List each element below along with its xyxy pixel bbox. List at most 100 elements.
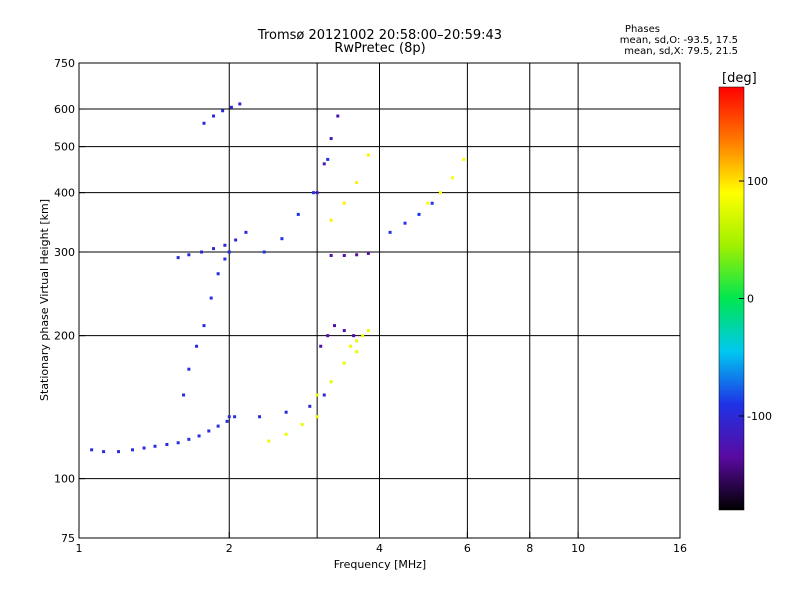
data-point	[426, 201, 430, 205]
data-point	[202, 324, 206, 328]
data-point	[355, 350, 359, 354]
phase-o-stats: mean, sd,O: -93.5, 17.5	[619, 35, 738, 46]
data-point	[417, 212, 421, 216]
data-point	[238, 102, 242, 106]
data-point	[311, 191, 315, 195]
data-point	[225, 419, 229, 423]
data-point	[262, 250, 266, 254]
data-point	[300, 423, 304, 427]
colorbar-tick-label: -100	[747, 410, 772, 423]
y-axis-ticks: 75 100 200 300 400 500 600 750	[54, 57, 85, 545]
data-point	[322, 162, 326, 166]
data-point	[142, 446, 146, 450]
data-point	[229, 105, 233, 109]
data-point	[326, 334, 330, 338]
data-point	[349, 344, 353, 348]
y-tick-label: 600	[54, 103, 75, 116]
data-point	[342, 253, 346, 257]
colorbar-label: [deg]	[722, 71, 757, 86]
data-point	[308, 404, 312, 408]
data-point	[326, 157, 330, 161]
data-point	[234, 238, 238, 242]
data-point	[182, 393, 186, 397]
data-point	[165, 443, 169, 447]
y-axis-label: Stationary phase Virtual Height [km]	[38, 199, 51, 401]
data-point	[366, 329, 370, 333]
data-point	[200, 250, 204, 254]
y-tick-label: 400	[54, 187, 75, 200]
data-point	[366, 153, 370, 157]
data-point	[450, 176, 454, 180]
data-point	[197, 434, 201, 438]
data-point	[322, 393, 326, 397]
data-point	[329, 380, 333, 384]
data-point	[187, 367, 191, 371]
data-point	[233, 415, 237, 419]
data-point	[221, 109, 225, 113]
data-point	[216, 424, 220, 428]
data-point	[462, 157, 466, 161]
data-point	[227, 415, 231, 419]
data-point	[403, 221, 407, 225]
data-point	[336, 114, 340, 118]
y-tick-label: 75	[61, 532, 75, 545]
y-tick-label: 300	[54, 246, 75, 259]
y-tick-label: 500	[54, 141, 75, 154]
data-point	[315, 415, 319, 419]
data-point	[329, 218, 333, 222]
data-point	[342, 361, 346, 365]
x-axis-label: Frequency [MHz]	[334, 558, 426, 571]
data-point	[216, 272, 220, 276]
data-point	[280, 237, 284, 241]
data-point	[209, 296, 213, 300]
data-point	[388, 230, 392, 234]
data-point	[212, 247, 216, 251]
data-point	[244, 230, 248, 234]
data-point	[329, 253, 333, 257]
data-point	[366, 251, 370, 255]
data-point	[329, 137, 333, 141]
colorbar-tick-label: 0	[747, 293, 754, 306]
data-point	[355, 253, 359, 257]
data-point	[153, 444, 157, 448]
data-point	[319, 344, 323, 348]
data-point	[117, 450, 121, 454]
data-point	[430, 201, 434, 205]
chart-title: Tromsø 20121002 20:58:00–20:59:43	[257, 28, 503, 43]
data-point	[131, 448, 135, 452]
data-point	[284, 410, 288, 414]
data-point	[223, 257, 227, 261]
y-tick-label: 200	[54, 330, 75, 343]
x-tick-label: 6	[464, 542, 471, 555]
x-tick-label: 8	[526, 542, 533, 555]
data-point	[332, 324, 336, 328]
data-point	[187, 253, 191, 257]
data-point	[176, 256, 180, 260]
data-point	[296, 212, 300, 216]
grid-lines	[79, 63, 680, 538]
data-point	[355, 181, 359, 185]
data-point	[202, 121, 206, 125]
data-point	[176, 441, 180, 445]
data-point	[439, 191, 443, 195]
data-point	[227, 250, 231, 254]
x-tick-label: 1	[76, 542, 83, 555]
data-point	[207, 429, 211, 433]
data-point	[361, 334, 365, 338]
data-point	[187, 437, 191, 441]
phase-x-stats: mean, sd,X: 79.5, 21.5	[624, 46, 738, 57]
data-point	[212, 114, 216, 118]
x-tick-label: 16	[673, 542, 687, 555]
data-points	[90, 102, 466, 454]
data-point	[284, 432, 288, 436]
data-point	[315, 191, 319, 195]
phase-heading: Phases	[624, 24, 660, 35]
data-point	[195, 344, 199, 348]
data-point	[90, 448, 94, 452]
y-tick-label: 100	[54, 473, 75, 486]
colorbar-tick-label: 100	[747, 175, 768, 188]
data-point	[267, 439, 271, 443]
data-point	[342, 329, 346, 333]
y-tick-label: 750	[54, 57, 75, 70]
